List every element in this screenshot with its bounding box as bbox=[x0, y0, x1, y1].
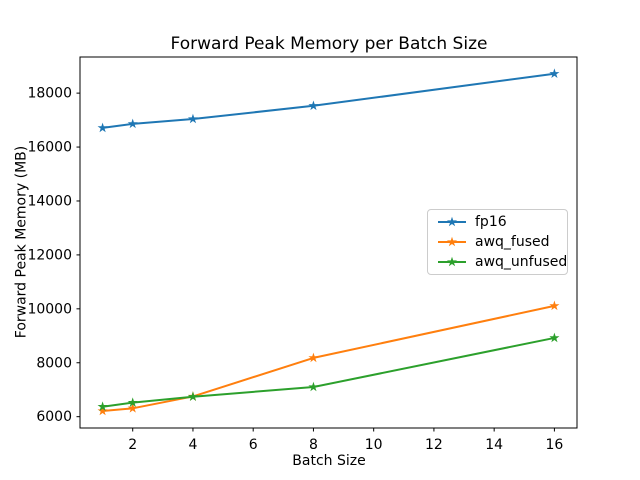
legend-entry-awq_unfused: awq_unfused bbox=[428, 254, 567, 270]
y-tick-label: 14000 bbox=[27, 193, 72, 209]
legend-line-sample-awq_unfused bbox=[438, 256, 466, 267]
legend-line-sample-awq_fused bbox=[438, 236, 466, 247]
legend-entry-fp16: fp16 bbox=[428, 214, 567, 230]
data-point-awq_unfused bbox=[127, 397, 138, 407]
data-point-awq_fused bbox=[127, 403, 138, 413]
data-point-awq_fused bbox=[97, 405, 108, 416]
data-point-awq_unfused bbox=[308, 381, 319, 392]
series-line-fp16 bbox=[102, 72, 555, 129]
data-point-fp16 bbox=[549, 68, 560, 78]
y-tick-label: 18000 bbox=[27, 86, 72, 102]
y-tick-label: 10000 bbox=[27, 301, 72, 317]
data-point-awq_unfused bbox=[187, 391, 198, 402]
legend-line-sample-fp16 bbox=[438, 216, 466, 227]
data-point-awq_fused bbox=[549, 300, 560, 311]
y-axis-label: Forward Peak Memory (MB) bbox=[13, 145, 30, 339]
data-point-awq_unfused bbox=[549, 332, 560, 343]
x-tick-label: 14 bbox=[485, 437, 503, 453]
data-point-fp16 bbox=[308, 100, 319, 111]
legend-entry-awq_fused: awq_fused bbox=[428, 234, 567, 250]
y-tick-label: 8000 bbox=[36, 355, 72, 371]
data-point-fp16 bbox=[97, 122, 108, 133]
x-tick-label: 10 bbox=[365, 437, 383, 453]
data-point-fp16 bbox=[127, 118, 138, 129]
series-line-awq_unfused bbox=[102, 336, 555, 408]
x-tick-label: 2 bbox=[128, 437, 137, 453]
y-tick-label: 6000 bbox=[36, 409, 72, 425]
legend: fp16 awq_fused awq_unfused bbox=[427, 209, 568, 275]
x-axis-label: Batch Size bbox=[292, 453, 366, 469]
chart-title: Forward Peak Memory per Batch Size bbox=[170, 34, 488, 54]
x-tick-label: 4 bbox=[188, 437, 197, 453]
legend-label: awq_fused bbox=[475, 234, 550, 250]
y-tick-label: 16000 bbox=[27, 140, 72, 156]
x-tick-label: 16 bbox=[545, 437, 563, 453]
data-point-awq_fused bbox=[308, 352, 319, 363]
series-line-awq_fused bbox=[102, 304, 555, 413]
axes-frame bbox=[79, 56, 578, 429]
data-point-fp16 bbox=[187, 113, 198, 124]
data-point-awq_unfused bbox=[97, 401, 108, 411]
x-tick-label: 6 bbox=[249, 437, 258, 453]
x-tick-label: 12 bbox=[425, 437, 443, 453]
x-tick-label: 8 bbox=[309, 437, 318, 453]
y-tick-label: 12000 bbox=[27, 247, 72, 263]
legend-label: awq_unfused bbox=[475, 254, 568, 270]
legend-label: fp16 bbox=[475, 214, 507, 230]
